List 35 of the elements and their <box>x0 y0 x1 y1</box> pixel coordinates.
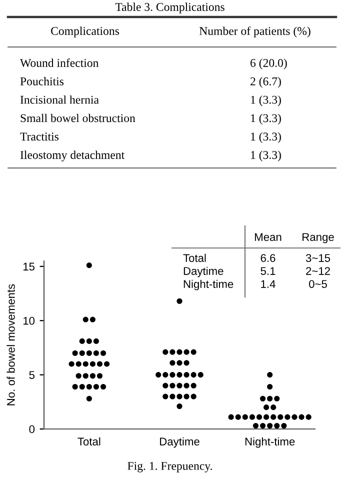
text: 1 (3.3) <box>251 95 281 106</box>
text: 2 (6.7) <box>250 77 281 88</box>
y-tick-label: 5 <box>29 371 35 379</box>
annotation: Daytime <box>184 266 224 278</box>
annotation: Night-time <box>184 280 234 290</box>
y-tick-label: 10 <box>23 316 35 325</box>
x-tick-label: Daytime <box>160 437 200 448</box>
text: Range <box>302 233 334 244</box>
text: Tractitis <box>20 132 58 141</box>
text: Small bowel obstruction <box>20 114 136 122</box>
text: 1 (3.3) <box>251 150 281 162</box>
text: Number of patients (%) <box>199 26 310 38</box>
annotation: 3~15 <box>306 254 330 262</box>
text: 1 (3.3) <box>251 114 281 125</box>
text: Fig. 1. Frepuency. <box>128 462 212 472</box>
text: Ileostomy detachment <box>20 150 125 162</box>
text: 1 (3.3) <box>251 132 281 143</box>
y-tick-label: 15 <box>23 262 35 271</box>
text: Pouchitis <box>20 77 64 86</box>
annotation: 5.1 <box>260 267 276 275</box>
text: Complications <box>51 26 120 38</box>
y-axis-title: No. of bowel movements <box>6 284 15 406</box>
annotation: 1.4 <box>261 280 276 288</box>
annotation: 2~12 <box>306 267 330 275</box>
annotation: Total <box>183 254 206 262</box>
x-tick-label: Total <box>78 437 100 446</box>
text: Incisional hernia <box>20 95 99 104</box>
text: Mean <box>255 233 282 241</box>
annotation: 6.6 <box>260 254 276 262</box>
x-tick-label: Night-time <box>245 437 295 448</box>
text: Wound infection <box>20 58 99 68</box>
text: 6 (20.0) <box>250 58 287 70</box>
annotation: 0~5 <box>309 280 327 288</box>
y-tick-label: 0 <box>29 425 35 434</box>
text: Table 3. Complications <box>115 2 224 14</box>
